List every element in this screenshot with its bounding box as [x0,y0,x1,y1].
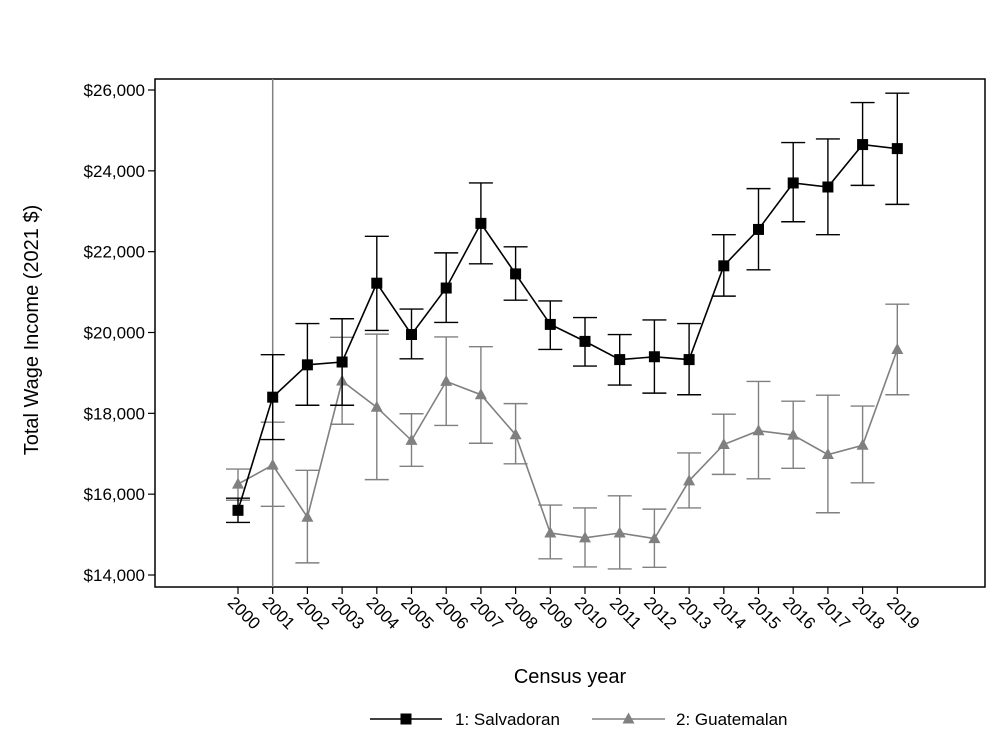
x-tick-label: 2003 [328,593,368,633]
data-point-triangle [301,510,314,522]
y-tick-label: $20,000 [84,324,145,343]
x-tick-label: 2017 [814,593,854,633]
legend-item: 2: Guatemalan [592,710,788,729]
x-tick-label: 2008 [501,593,541,633]
x-tick-label: 2005 [397,593,437,633]
data-point-square [891,143,903,155]
data-point-square [544,318,556,330]
data-point-triangle [405,433,418,445]
data-point-square [648,351,660,363]
data-point-square [232,504,244,516]
y-tick-label: $26,000 [84,81,145,100]
data-point-square [406,329,417,341]
x-tick-label: 2011 [606,593,645,632]
legend: 1: Salvadoran 2: Guatemalan [370,710,788,729]
data-point-triangle [787,428,800,440]
x-axis: 2000200120022003200420052006200720082009… [224,587,923,633]
x-tick-label: 2010 [571,593,611,633]
data-point-square [371,277,383,289]
data-point-triangle [232,477,244,489]
data-point-square [579,335,591,347]
x-tick-label: 2016 [779,593,819,633]
data-point-square [857,139,869,151]
data-point-triangle [474,388,487,400]
y-tick-label: $18,000 [84,404,145,423]
series-square [226,92,910,524]
data-point-triangle [752,424,765,436]
data-point-square [301,359,313,371]
x-tick-label: 2014 [710,593,750,633]
data-point-triangle [821,448,834,460]
x-tick-label: 2013 [675,593,715,633]
data-point-triangle [266,458,279,470]
x-tick-label: 2001 [258,593,298,633]
data-point-square [753,223,764,235]
legend-label: 1: Salvadoran [455,710,560,729]
series-line [237,349,899,540]
data-point-square [683,354,695,366]
data-point-square [336,356,348,368]
y-tick-label: $16,000 [84,485,145,504]
x-tick-label: 2007 [467,593,507,633]
data-point-triangle [717,437,730,449]
data-point-triangle [544,526,557,538]
x-tick-label: 2019 [883,593,923,633]
y-tick-label: $24,000 [84,162,145,181]
data-point-triangle [891,342,904,354]
data-point-square [440,282,452,294]
data-point-triangle [648,532,661,544]
x-tick-label: 2004 [363,593,403,633]
x-tick-label: 2009 [536,593,576,633]
data-point-square [510,268,522,280]
y-axis-title: Total Wage Income (2021 $) [21,205,43,456]
x-tick-label: 2012 [640,593,680,633]
y-tick-label: $14,000 [84,566,145,585]
data-point-triangle [509,428,522,440]
data-point-square [614,354,626,366]
data-point-square [822,181,834,193]
x-tick-label: 2006 [432,593,472,633]
data-point-triangle [440,374,453,386]
data-point-triangle [370,400,383,412]
legend-item: 1: Salvadoran [370,710,560,729]
series-layer [226,92,910,570]
legend-triangle-marker [622,712,635,724]
data-point-triangle [856,438,869,450]
y-tick-label: $22,000 [84,243,145,262]
data-point-triangle [579,531,591,543]
legend-label: 2: Guatemalan [676,710,788,729]
plot-frame [154,78,986,588]
y-axis: $14,000 $16,000 $18,000 $20,000 $22,000 $24,0… [84,81,155,585]
data-point-square [787,177,799,189]
x-tick-label: 2002 [293,593,333,633]
data-point-triangle [613,526,626,538]
x-tick-label: 2000 [224,593,264,633]
data-point-square [475,217,487,229]
x-tick-label: 2015 [744,593,784,633]
x-axis-title: Census year [514,666,627,688]
data-point-triangle [683,474,696,486]
series-line [237,143,898,511]
data-point-square [267,391,279,403]
series-triangle [226,303,910,570]
x-tick-label: 2018 [848,593,888,633]
data-point-square [718,260,730,272]
legend-square-marker [400,713,412,725]
